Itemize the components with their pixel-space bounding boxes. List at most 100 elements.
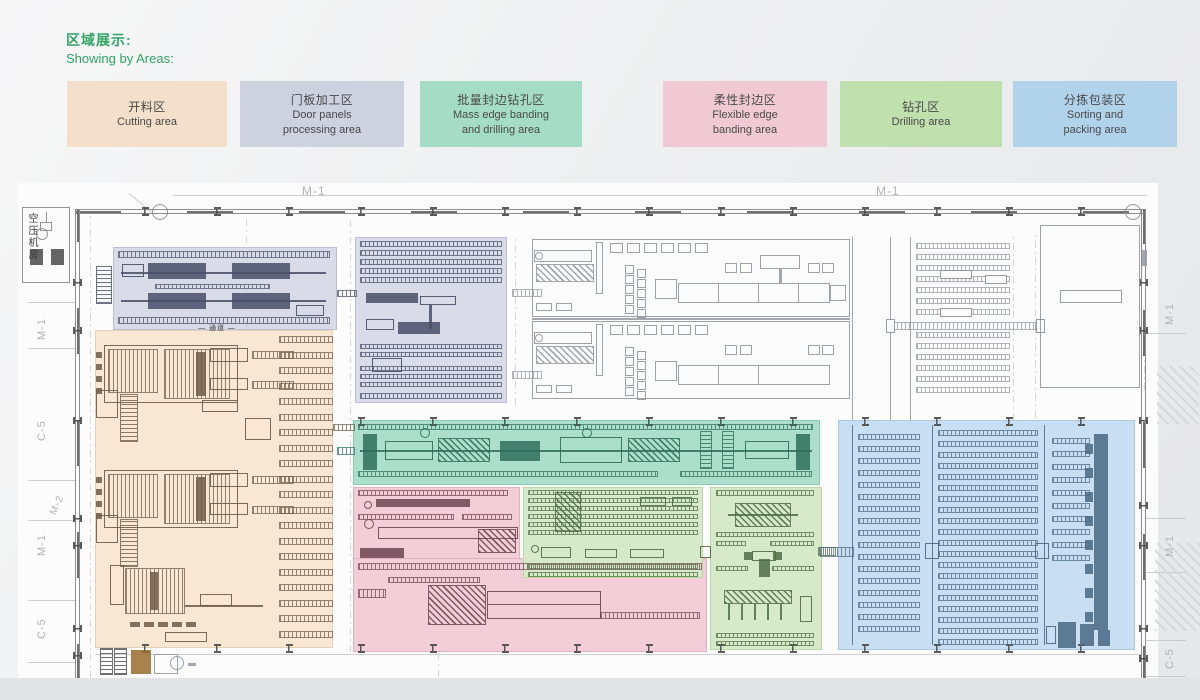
- legend-label-en: Sorting and: [1066, 109, 1124, 122]
- line: [121, 300, 326, 302]
- rack-row: [916, 387, 1010, 393]
- rack-row: [118, 251, 330, 258]
- rack-row: [279, 398, 333, 405]
- line: [28, 302, 75, 303]
- legend-item-flexible-edge-banding: 柔性封边区 Flexible edge banding area: [663, 81, 827, 147]
- aisle-label: — 通道 —: [198, 325, 236, 332]
- rack-row: [279, 568, 333, 576]
- rack-row: [858, 590, 920, 596]
- machine-outline: [678, 243, 691, 253]
- column-marker: [861, 643, 869, 653]
- machine-hatched: [438, 438, 490, 462]
- machine-block: [1085, 444, 1093, 454]
- machine-outline: [644, 325, 657, 335]
- rack-row: [716, 641, 814, 646]
- rack-row: [1052, 464, 1090, 470]
- machine-outline: [1040, 225, 1140, 388]
- rack-row: [337, 290, 357, 297]
- machine-outline: [745, 441, 789, 459]
- column-marker: [1138, 654, 1148, 662]
- line: [1146, 676, 1186, 677]
- machine-outline: [625, 295, 634, 304]
- machine-outline: [822, 263, 834, 273]
- machine-hatched: [628, 438, 680, 462]
- column-marker: [933, 206, 941, 216]
- legend-label-en: Cutting area: [117, 116, 177, 129]
- rack-row: [600, 612, 700, 619]
- rack-row: [938, 617, 1038, 623]
- machine-block: [144, 622, 154, 627]
- machine-outline: [534, 332, 592, 344]
- rack-row: [716, 490, 814, 496]
- machine-block: [1080, 624, 1094, 646]
- column-marker: [213, 206, 221, 216]
- machine-block: [360, 548, 404, 558]
- rack-row: [279, 522, 333, 529]
- machine-block: [96, 501, 102, 507]
- machine-outline: [940, 270, 972, 279]
- machine-outline: [678, 365, 830, 385]
- machine-block: [796, 434, 810, 470]
- rack-row: [938, 474, 1038, 480]
- machine-outline: [940, 308, 972, 317]
- machine-outline: [245, 418, 271, 440]
- machine-block: [1085, 612, 1093, 622]
- rack-row: [279, 599, 333, 607]
- ladder-rack: [114, 648, 127, 675]
- circle-mark: [535, 252, 543, 260]
- column-marker: [1077, 206, 1085, 216]
- rack-row: [1052, 529, 1090, 535]
- rack-row: [858, 482, 920, 488]
- rack-row: [528, 514, 698, 519]
- column-marker: [645, 206, 653, 216]
- legend-label-en: banding area: [712, 123, 778, 136]
- machine-outline: [886, 319, 895, 333]
- grid-label-C-5: C-5: [1164, 648, 1176, 669]
- column-marker: [717, 206, 725, 216]
- line: [728, 514, 798, 516]
- legend-label-en: processing area: [282, 123, 362, 136]
- machine-block: [96, 364, 102, 370]
- rack-row: [360, 366, 502, 371]
- machine-block: [1058, 622, 1076, 648]
- machine-outline: [122, 264, 144, 277]
- rack-row: [858, 446, 920, 452]
- line: [758, 283, 759, 303]
- column-marker: [933, 416, 941, 426]
- line: [754, 604, 756, 620]
- rack-row: [938, 606, 1038, 612]
- rack-row: [916, 343, 1010, 349]
- column-marker: [861, 206, 869, 216]
- machine-outline: [210, 473, 248, 487]
- rack-row: [938, 496, 1038, 502]
- line: [1146, 333, 1186, 334]
- machine-outline: [596, 324, 603, 376]
- machine-outline: [740, 263, 752, 273]
- line: [532, 318, 850, 320]
- grid-label-M-2: M-2: [48, 493, 67, 517]
- machine-outline: [372, 358, 402, 372]
- machine-outline: [625, 305, 634, 314]
- machine-outline: [637, 309, 646, 318]
- rack-row: [528, 498, 698, 503]
- machine-block: [376, 499, 470, 507]
- circle-mark: [36, 228, 48, 240]
- machine-outline: [560, 437, 622, 463]
- machine-outline: [740, 345, 752, 355]
- machine-outline: [210, 503, 248, 515]
- air-compressor-room-label: 空压机房: [26, 213, 37, 261]
- rack-row: [279, 444, 333, 452]
- rack-row: [716, 633, 814, 638]
- column-marker: [1138, 541, 1148, 549]
- rack-row: [279, 506, 333, 514]
- rack-row: [820, 547, 854, 557]
- line: [798, 283, 799, 303]
- rack-row: [360, 268, 502, 274]
- rack-row: [528, 490, 698, 495]
- machine-outline: [808, 263, 820, 273]
- legend-item-sorting-packing: 分拣包装区 Sorting and packing area: [1013, 81, 1177, 147]
- ladder-rack: [120, 394, 138, 442]
- legend-label-zh: 柔性封边区: [713, 93, 777, 108]
- machine-outline: [985, 275, 1007, 284]
